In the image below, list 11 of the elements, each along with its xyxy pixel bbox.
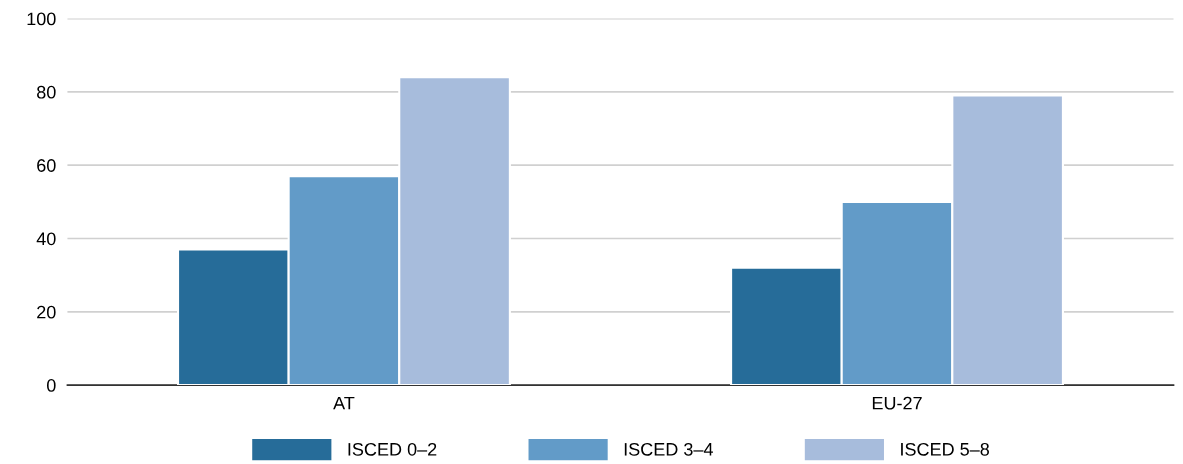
y-tick-label: 60 bbox=[37, 159, 56, 172]
legend-label: ISCED 5–8 bbox=[901, 442, 989, 456]
legend-label: ISCED 3–4 bbox=[624, 442, 713, 456]
y-tick-label: 0 bbox=[46, 379, 56, 392]
y-tick-label: 100 bbox=[27, 12, 56, 26]
y-tick-label: 40 bbox=[36, 232, 56, 246]
x-tick-label: AT bbox=[333, 396, 355, 410]
y-tick-label: 80 bbox=[37, 85, 56, 99]
x-tick-label: EU-27 bbox=[872, 396, 922, 410]
y-tick-label: 20 bbox=[37, 305, 56, 319]
legend-label: ISCED 0–2 bbox=[348, 442, 437, 456]
